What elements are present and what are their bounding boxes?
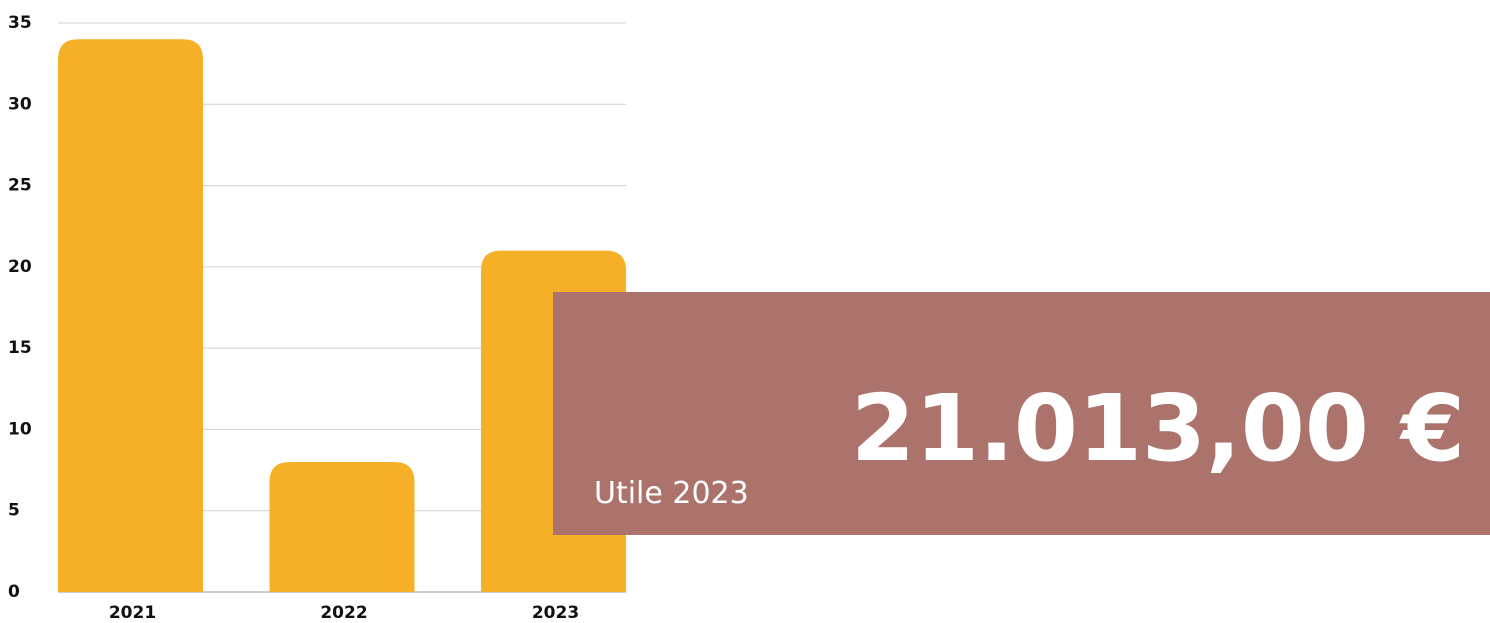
y-tick-label: 35 (8, 13, 32, 33)
card (553, 292, 1490, 535)
y-tick-label: 10 (8, 419, 32, 439)
y-tick-label: 5 (8, 501, 20, 521)
y-tick-label: 30 (8, 94, 32, 114)
x-tick-label: 2021 (109, 603, 156, 623)
y-tick-label: 15 (8, 338, 32, 358)
y-tick-label: 25 (8, 176, 32, 196)
bar (58, 39, 203, 592)
bar (269, 461, 415, 592)
plot: 0 5 10 15 20 25 30 35 2021 2022 2023 (8, 13, 626, 623)
x-tick-label: 2022 (320, 603, 367, 623)
y-tick-label: 20 (8, 257, 32, 277)
y-tick-label: 0 (8, 582, 20, 602)
x-tick-label: 2023 (532, 603, 579, 623)
card-label: Utile 2023 (594, 476, 749, 511)
card-amount: 21.013,00 € (851, 375, 1465, 482)
